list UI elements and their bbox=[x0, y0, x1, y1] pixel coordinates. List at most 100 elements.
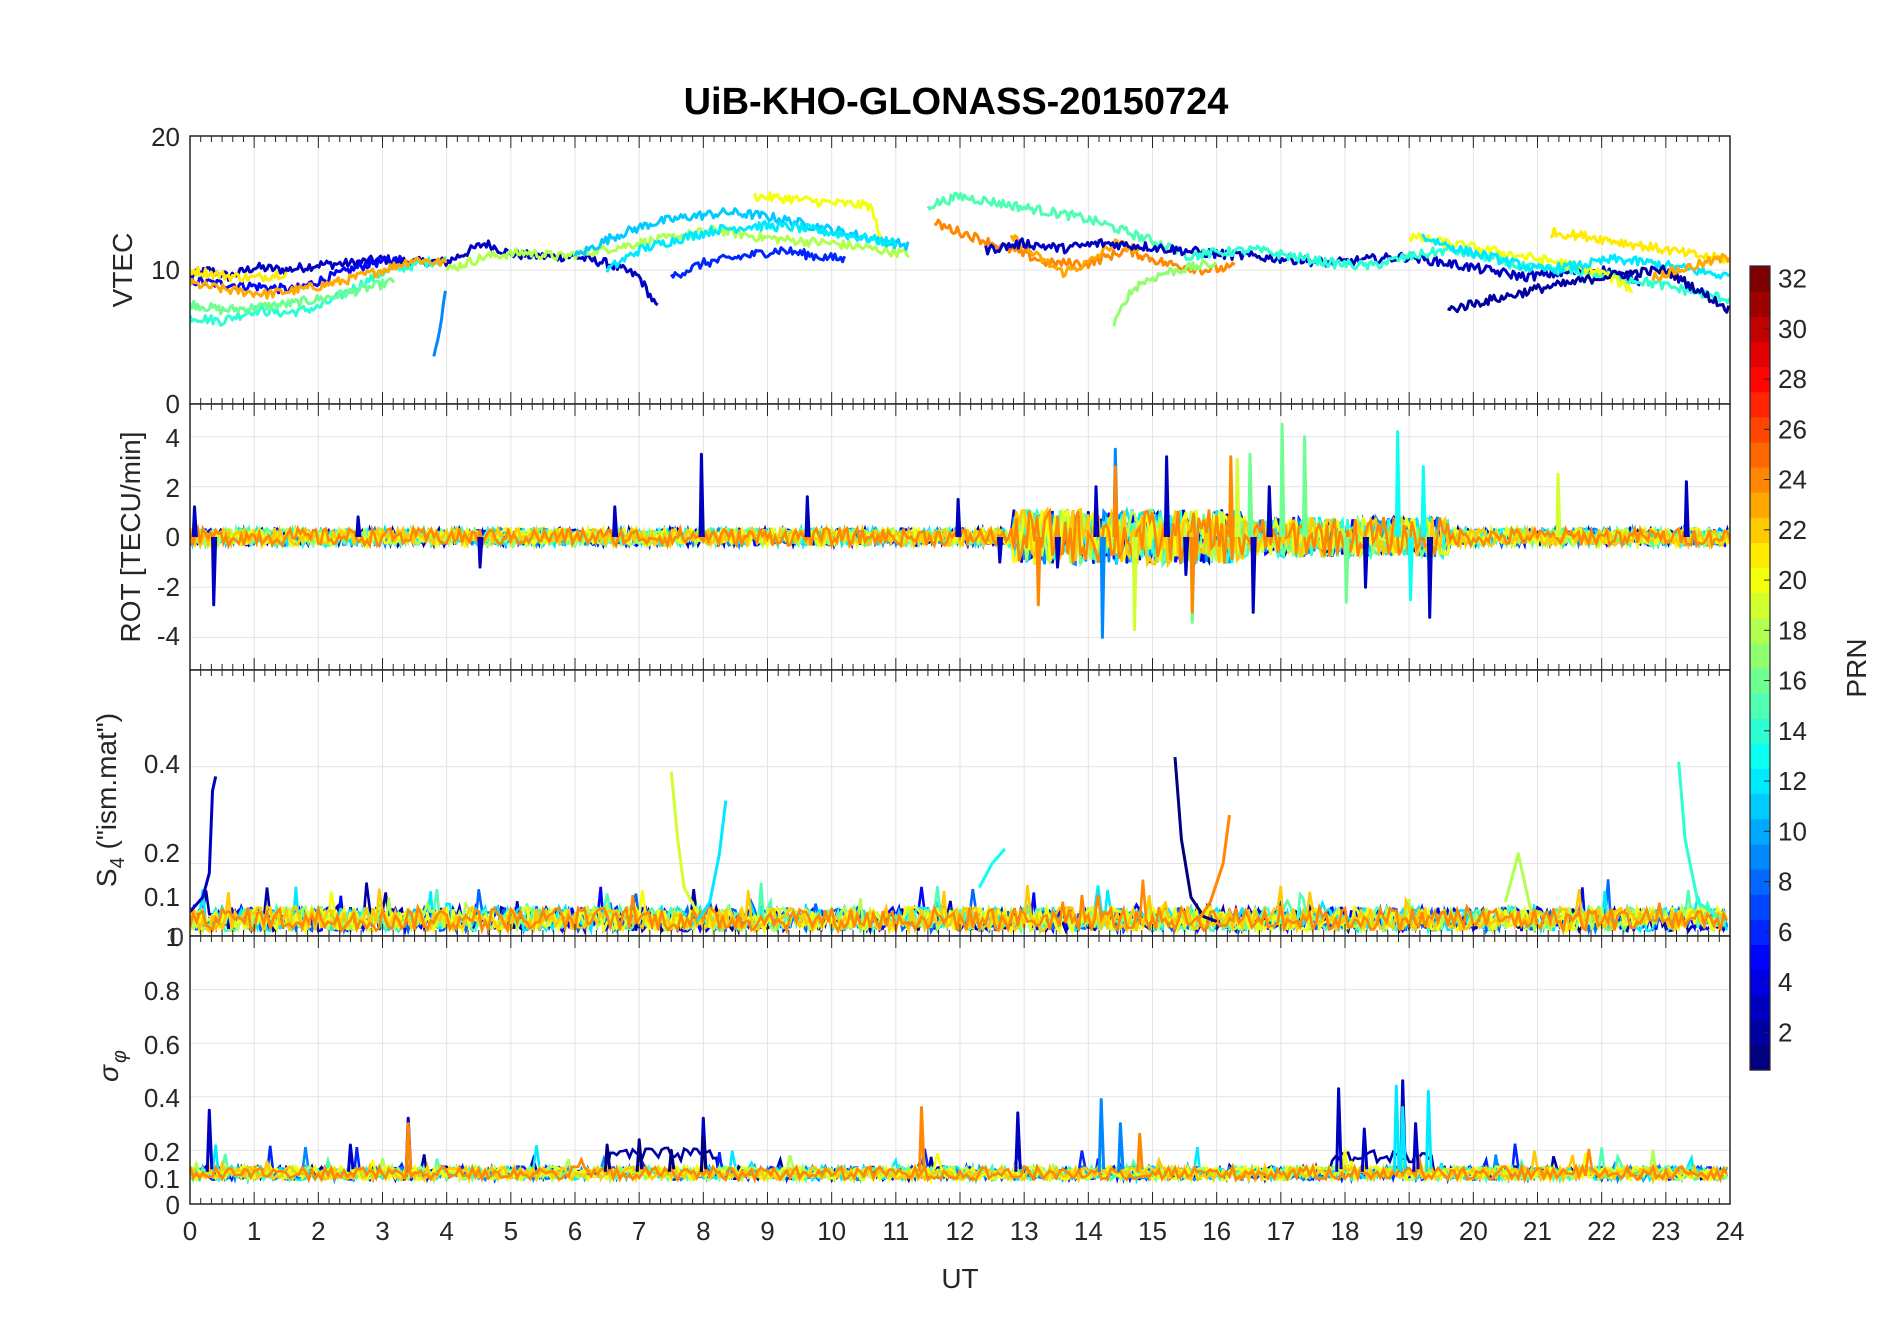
colorbar-tick-label: 8 bbox=[1778, 867, 1792, 897]
colorbar-tick-label: 18 bbox=[1778, 615, 1807, 645]
colorbar-tick-label: 32 bbox=[1778, 264, 1807, 294]
colorbar-segment bbox=[1750, 492, 1770, 518]
colorbar-segment bbox=[1750, 1044, 1770, 1071]
series-prn-13 bbox=[977, 847, 1007, 889]
series-prn-9 bbox=[1097, 1098, 1125, 1172]
x-tick-label: 4 bbox=[439, 1216, 453, 1246]
series-prn-21 bbox=[1549, 226, 1730, 264]
series-prn-16 bbox=[1189, 422, 1350, 624]
colorbar-segment bbox=[1750, 291, 1770, 317]
colorbar-segment bbox=[1750, 994, 1770, 1021]
xticks-sigma bbox=[189, 936, 1731, 1204]
rot-trace-prn-24 bbox=[190, 507, 1730, 565]
colorbar-tick-label: 16 bbox=[1778, 666, 1807, 696]
x-tick-label: 5 bbox=[504, 1216, 518, 1246]
colorbar-tick-label: 24 bbox=[1778, 465, 1807, 495]
series-prn-3 bbox=[205, 1079, 1420, 1172]
series-prn-14 bbox=[1677, 761, 1719, 918]
x-tick-label: 14 bbox=[1074, 1216, 1103, 1246]
rot-ytick-m2: -2 bbox=[157, 572, 180, 602]
series-prn-2 bbox=[1447, 264, 1730, 314]
panel-rot: 4 2 0 -2 -4 ROT [TECU/min] bbox=[115, 403, 1731, 671]
series-prn-18 bbox=[445, 224, 910, 272]
colorbar-segment bbox=[1750, 818, 1770, 845]
colorbar-segment bbox=[1750, 642, 1770, 669]
series-prn-13 bbox=[1394, 430, 1427, 602]
sigma-ylabel: σφ bbox=[93, 1050, 131, 1082]
x-tick-label: 19 bbox=[1395, 1216, 1424, 1246]
s4-trace-prn-24 bbox=[190, 879, 1728, 936]
series-prn-24 bbox=[1035, 455, 1235, 614]
series-prn-12 bbox=[695, 800, 728, 923]
colorbar-segment bbox=[1750, 693, 1770, 719]
series-prn-12 bbox=[1392, 1084, 1433, 1172]
colorbar-tick-label: 6 bbox=[1778, 917, 1792, 947]
colorbar-tick-label: 28 bbox=[1778, 364, 1807, 394]
xticks-rot bbox=[189, 404, 1731, 670]
series-prn-21 bbox=[190, 265, 288, 283]
colorbar-segment bbox=[1750, 869, 1770, 895]
colorbar-segment bbox=[1750, 266, 1770, 292]
colorbar-tick-label: 20 bbox=[1778, 565, 1807, 595]
series-prn-23 bbox=[1009, 234, 1140, 279]
colorbar-segment bbox=[1750, 718, 1770, 744]
series-prn-15 bbox=[926, 191, 1180, 255]
x-tick-label: 20 bbox=[1459, 1216, 1488, 1246]
sig-ytick-0.6: 0.6 bbox=[144, 1030, 180, 1060]
series-prn-14 bbox=[1183, 244, 1730, 305]
sig-ytick-0.8: 0.8 bbox=[144, 976, 180, 1006]
x-tick-label: 21 bbox=[1523, 1216, 1552, 1246]
series-prn-12 bbox=[1420, 233, 1730, 280]
colorbar-label: PRN bbox=[1841, 638, 1872, 697]
x-tick-label: 24 bbox=[1716, 1216, 1745, 1246]
x-tick-label: 8 bbox=[696, 1216, 710, 1246]
sigma-trace-prn-24 bbox=[190, 1148, 1728, 1185]
x-tick-label: 16 bbox=[1202, 1216, 1231, 1246]
rot-ytick-4: 4 bbox=[166, 423, 180, 453]
series-prn-23 bbox=[1651, 252, 1730, 282]
series-prn-14 bbox=[190, 255, 448, 327]
x-tick-label: 6 bbox=[568, 1216, 582, 1246]
colorbar-tick-label: 14 bbox=[1778, 716, 1807, 746]
colorbar-tick-label: 30 bbox=[1778, 314, 1807, 344]
x-axis-label: UT bbox=[941, 1263, 978, 1294]
series-prn-19 bbox=[669, 771, 699, 913]
colorbar-segment bbox=[1750, 969, 1770, 996]
x-tick-label: 3 bbox=[375, 1216, 389, 1246]
s4-ytick-0.2: 0.2 bbox=[144, 838, 180, 868]
colorbar-tick-label: 12 bbox=[1778, 766, 1807, 796]
x-tick-label: 7 bbox=[632, 1216, 646, 1246]
vtec-ytick-10: 10 bbox=[151, 255, 180, 285]
xticks-vtec bbox=[189, 136, 1731, 404]
rot-ytick-m4: -4 bbox=[157, 621, 180, 651]
x-tick-labels: 0 1 2 3 4 5 6 7 8 9 10 11 12 13 14 15 16 17 18 19 20 21 22 23 24 bbox=[183, 1216, 1745, 1246]
series-prn-12 bbox=[605, 220, 898, 273]
series-prn-17 bbox=[1112, 259, 1218, 327]
sig-ytick-0.2: 0.2 bbox=[144, 1137, 180, 1167]
series-prn-18 bbox=[1503, 852, 1533, 913]
x-tick-label: 15 bbox=[1138, 1216, 1167, 1246]
colorbar-segment bbox=[1750, 668, 1770, 694]
series-prn-16 bbox=[190, 277, 396, 316]
colorbar-tick-label: 4 bbox=[1778, 967, 1792, 997]
x-tick-label: 23 bbox=[1651, 1216, 1680, 1246]
xticks-s4 bbox=[189, 670, 1731, 936]
panel-s4: 0.4 0.2 0.1 1 0 S4 ("ism.mat") bbox=[91, 669, 1731, 952]
series-prn-9 bbox=[432, 290, 447, 357]
colorbar-segment bbox=[1750, 768, 1770, 795]
series-prn-1 bbox=[1173, 756, 1218, 923]
series-prn-20 bbox=[753, 191, 883, 238]
rot-ylabel: ROT [TECU/min] bbox=[115, 431, 146, 642]
sig-ytick-0.4: 0.4 bbox=[144, 1083, 180, 1113]
colorbar-tick-label: 22 bbox=[1778, 515, 1807, 545]
s4-ytick-0.4: 0.4 bbox=[144, 749, 180, 779]
vtec-ylabel: VTEC bbox=[107, 233, 138, 308]
colorbar-segment bbox=[1750, 743, 1770, 770]
colorbar-segment bbox=[1750, 366, 1770, 393]
x-tick-label: 10 bbox=[817, 1216, 846, 1246]
series-prn-1 bbox=[603, 1135, 708, 1172]
colorbar-tick-label: 26 bbox=[1778, 414, 1807, 444]
x-tick-label: 2 bbox=[311, 1216, 325, 1246]
